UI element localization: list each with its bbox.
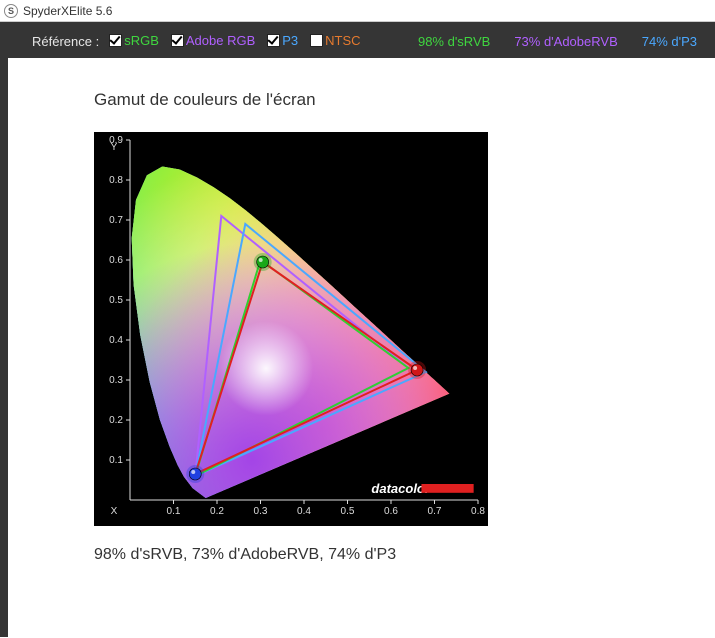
svg-text:0.7: 0.7 (428, 506, 442, 517)
ref-option-adobe-rgb[interactable]: Adobe RGB (171, 33, 255, 48)
ref-option-ntsc[interactable]: NTSC (310, 33, 360, 48)
window-title: SpyderXElite 5.6 (23, 4, 112, 18)
checkbox-p3[interactable] (267, 34, 280, 47)
svg-text:0.5: 0.5 (341, 506, 355, 517)
reference-label: Référence : (32, 34, 99, 49)
gamut-stat: 98% d'sRVB (418, 34, 490, 49)
svg-text:0.2: 0.2 (109, 415, 123, 426)
checkbox-srgb[interactable] (109, 34, 122, 47)
svg-text:0.6: 0.6 (384, 506, 398, 517)
ref-option-srgb[interactable]: sRGB (109, 33, 159, 48)
svg-text:0.4: 0.4 (109, 335, 123, 346)
svg-text:0.8: 0.8 (109, 175, 123, 186)
svg-text:0.1: 0.1 (167, 506, 181, 517)
svg-text:0.5: 0.5 (109, 295, 123, 306)
gamut-stat: 73% d'AdobeRVB (514, 34, 617, 49)
content-panel: Gamut de couleurs de l'écran 0.10.20.30.… (8, 58, 715, 638)
svg-text:0.4: 0.4 (297, 506, 311, 517)
ref-option-label: Adobe RGB (186, 33, 255, 48)
chart-title: Gamut de couleurs de l'écran (94, 90, 715, 110)
svg-text:0.1: 0.1 (109, 455, 123, 466)
svg-text:0.3: 0.3 (109, 375, 123, 386)
svg-text:0.6: 0.6 (109, 255, 123, 266)
svg-text:X: X (111, 506, 118, 517)
ref-option-label: sRGB (124, 33, 159, 48)
ref-option-label: P3 (282, 33, 298, 48)
app-icon: S (4, 4, 18, 18)
svg-text:0.8: 0.8 (471, 506, 485, 517)
reference-bar: Référence : sRGB Adobe RGB P3 NTSC 98% d'sR… (8, 30, 715, 58)
gamut-summary: 98% d'sRVB, 73% d'AdobeRVB, 74% d'P3 (94, 546, 715, 564)
gamut-stat: 74% d'P3 (642, 34, 697, 49)
app-body: Référence : sRGB Adobe RGB P3 NTSC 98% d'sR… (0, 22, 715, 637)
checkbox-adobe-rgb[interactable] (171, 34, 184, 47)
svg-text:0.7: 0.7 (109, 215, 123, 226)
checkbox-ntsc[interactable] (310, 34, 323, 47)
ref-option-p3[interactable]: P3 (267, 33, 298, 48)
gamut-chart: 0.1 0.2 0.3 0.4 0.5 0.6 0.7 0.8 0.1 0.2 0.3 0.4 0.5 0… (94, 132, 488, 526)
svg-text:Y: Y (111, 142, 118, 153)
svg-text:0.2: 0.2 (210, 506, 224, 517)
svg-text:0.3: 0.3 (254, 506, 268, 517)
title-bar: S SpyderXElite 5.6 (0, 0, 715, 22)
ref-option-label: NTSC (325, 33, 360, 48)
